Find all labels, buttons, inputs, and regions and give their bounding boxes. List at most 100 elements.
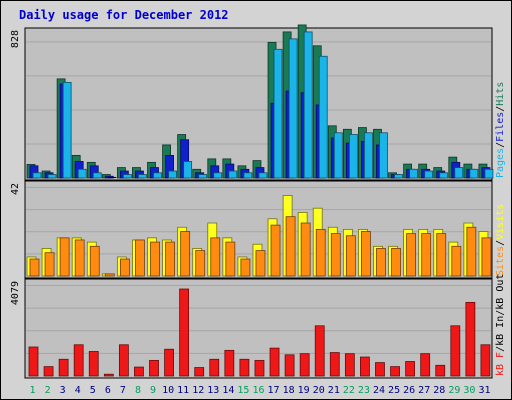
plot-area-hits bbox=[24, 27, 493, 181]
bar-visits-sites-4 bbox=[74, 239, 85, 277]
bar-visits-sites-22 bbox=[345, 235, 356, 277]
x-tick-label-6: 6 bbox=[105, 385, 111, 396]
bar-kb-kb-f-14 bbox=[224, 349, 235, 377]
bar-hits-pages-25 bbox=[394, 174, 403, 179]
bar-visits-sites-23 bbox=[361, 231, 371, 277]
bar-visits-sites-11 bbox=[180, 231, 191, 277]
bar-kb-kb-f-17 bbox=[269, 347, 280, 377]
bar-hits-pages-17 bbox=[273, 48, 283, 179]
bar-hits-pages-7 bbox=[122, 174, 132, 179]
chart-title: Daily usage for December 2012 bbox=[19, 8, 229, 22]
bar-visits-sites-29 bbox=[451, 245, 462, 277]
bar-visits-sites-12 bbox=[195, 250, 206, 277]
legend-separator: / bbox=[495, 106, 506, 112]
bar-kb-kb-f-12 bbox=[194, 367, 205, 377]
bar-hits-pages-12 bbox=[198, 174, 208, 179]
legend-separator: / bbox=[495, 346, 506, 352]
bar-kb-kb-f-13 bbox=[209, 358, 220, 377]
bar-hits-pages-27 bbox=[424, 170, 434, 179]
bar-visits-sites-17 bbox=[270, 224, 281, 277]
bar-kb-kb-f-5 bbox=[88, 351, 99, 377]
bar-kb-kb-f-19 bbox=[299, 353, 310, 377]
bar-kb-kb-f-1 bbox=[28, 346, 39, 377]
x-tick-label-1: 1 bbox=[30, 385, 36, 396]
y-max-label-hits: 828 bbox=[10, 30, 21, 48]
x-tick-label-19: 19 bbox=[298, 385, 310, 396]
x-tick-label-11: 11 bbox=[177, 385, 189, 396]
bar-kb-kb-f-18 bbox=[284, 354, 295, 377]
x-tick-label-22: 22 bbox=[343, 385, 355, 396]
x-tick-label-2: 2 bbox=[45, 385, 51, 396]
bar-visits-sites-1 bbox=[29, 258, 40, 277]
x-tick-label-5: 5 bbox=[90, 385, 96, 396]
legend-separator: kB In bbox=[495, 316, 506, 346]
bar-kb-kb-f-9 bbox=[149, 359, 159, 377]
bar-visits-sites-3 bbox=[59, 237, 70, 277]
bar-hits-pages-3 bbox=[62, 81, 72, 179]
bar-visits-sites-21 bbox=[330, 233, 341, 277]
bar-hits-pages-1 bbox=[32, 172, 42, 179]
bar-kb-kb-f-21 bbox=[329, 352, 340, 377]
bar-kb-kb-f-25 bbox=[390, 366, 400, 377]
bar-kb-kb-f-15 bbox=[239, 358, 250, 377]
x-tick-label-28: 28 bbox=[433, 385, 445, 396]
bar-visits-sites-24 bbox=[376, 248, 386, 277]
x-tick-label-3: 3 bbox=[60, 385, 66, 396]
bar-visits-sites-10 bbox=[165, 241, 175, 277]
legend-visits: Sites/Visits bbox=[495, 204, 506, 276]
bar-visits-sites-16 bbox=[255, 250, 266, 277]
bar-hits-pages-2 bbox=[47, 174, 57, 179]
x-tick-label-30: 30 bbox=[463, 385, 475, 396]
x-tick-label-14: 14 bbox=[222, 385, 234, 396]
bar-kb-kb-f-8 bbox=[134, 366, 144, 377]
x-tick-label-31: 31 bbox=[478, 385, 490, 396]
x-tick-label-25: 25 bbox=[388, 385, 400, 396]
x-tick-label-23: 23 bbox=[358, 385, 370, 396]
bar-kb-kb-f-10 bbox=[164, 348, 174, 377]
x-tick-label-13: 13 bbox=[207, 385, 219, 396]
x-tick-label-17: 17 bbox=[268, 385, 280, 396]
x-tick-label-12: 12 bbox=[192, 385, 204, 396]
bar-hits-pages-28 bbox=[439, 172, 449, 179]
x-tick-label-8: 8 bbox=[135, 385, 141, 396]
bar-kb-kb-f-23 bbox=[360, 356, 370, 377]
bar-kb-kb-f-6 bbox=[103, 373, 114, 377]
y-max-label-visits: 42 bbox=[10, 183, 21, 195]
bar-visits-sites-9 bbox=[150, 241, 160, 277]
bar-hits-pages-16 bbox=[258, 172, 268, 179]
bar-visits-sites-18 bbox=[285, 216, 296, 277]
legend-item-kb-f: kB F bbox=[495, 352, 506, 376]
bar-kb-kb-f-29 bbox=[450, 325, 461, 377]
x-tick-label-16: 16 bbox=[252, 385, 264, 396]
bar-kb-kb-f-20 bbox=[314, 325, 325, 377]
legend-item-files: Files bbox=[495, 112, 506, 142]
legend-item-visits: Visits bbox=[495, 204, 506, 240]
x-tick-label-20: 20 bbox=[313, 385, 325, 396]
bar-visits-sites-25 bbox=[391, 248, 401, 277]
bar-hits-pages-31 bbox=[484, 168, 494, 179]
bar-hits-pages-15 bbox=[243, 172, 253, 179]
x-tick-label-21: 21 bbox=[328, 385, 340, 396]
x-tick-label-15: 15 bbox=[237, 385, 249, 396]
bar-visits-sites-19 bbox=[300, 222, 311, 277]
bar-hits-pages-30 bbox=[469, 168, 479, 179]
bar-visits-sites-31 bbox=[481, 237, 492, 277]
bar-hits-pages-11 bbox=[183, 161, 193, 179]
bar-kb-kb-f-26 bbox=[405, 361, 416, 377]
bar-visits-sites-26 bbox=[406, 233, 417, 277]
bar-kb-kb-f-28 bbox=[435, 364, 446, 377]
bar-hits-pages-23 bbox=[364, 132, 373, 179]
bar-kb-kb-f-7 bbox=[118, 344, 129, 377]
bar-visits-sites-6 bbox=[104, 273, 115, 277]
bar-kb-kb-f-22 bbox=[344, 353, 355, 377]
bar-visits-sites-20 bbox=[315, 228, 326, 277]
x-tick-label-9: 9 bbox=[150, 385, 156, 396]
bar-visits-sites-30 bbox=[466, 226, 477, 277]
x-tick-label-27: 27 bbox=[418, 385, 430, 396]
bar-visits-sites-15 bbox=[240, 258, 251, 277]
legend-separator: / bbox=[495, 310, 506, 316]
legend-item-pages: Pages bbox=[495, 148, 506, 178]
bar-visits-sites-14 bbox=[225, 241, 236, 277]
